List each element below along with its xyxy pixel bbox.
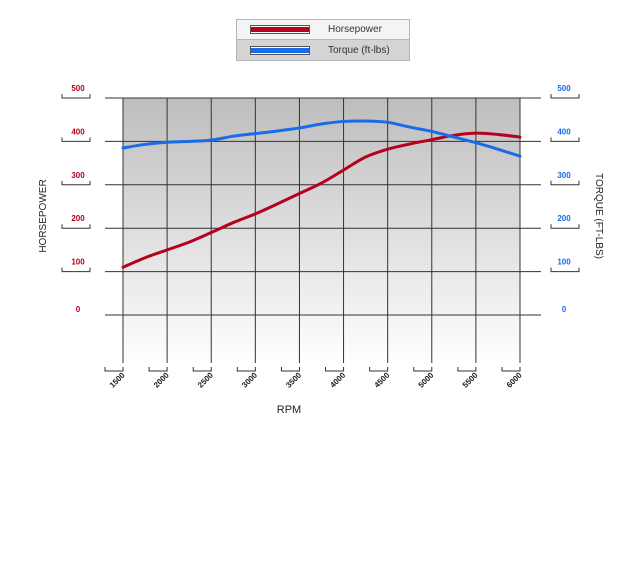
x-tick-bracket	[236, 367, 256, 372]
right-tick-label: 200	[557, 214, 571, 223]
x-tick-label: 5500	[461, 370, 480, 389]
x-tick-bracket	[413, 367, 433, 372]
torque-line	[121, 119, 522, 158]
left-tick-bracket	[61, 94, 91, 99]
left-tick-bracket	[61, 180, 91, 186]
y-axis-label-right: TORQUE (FT-LBS)	[593, 173, 604, 259]
x-tick-label: 4500	[372, 370, 391, 389]
x-tick-bracket	[325, 367, 345, 372]
left-tick-bracket	[61, 224, 91, 229]
right-tick-label: 500	[557, 84, 571, 93]
x-tick-label: 2500	[196, 370, 215, 389]
legend-swatch-bar	[251, 27, 309, 32]
right-tick-bracket	[550, 180, 580, 186]
right-axis-ticks: 0 100 200 300 400 500	[550, 84, 580, 314]
x-tick-bracket	[369, 367, 389, 372]
left-tick-bracket	[61, 137, 91, 142]
left-tick-label: 200	[71, 214, 85, 223]
x-tick-bracket	[280, 367, 300, 372]
left-tick-label: 400	[71, 127, 85, 136]
right-tick-label: 300	[557, 171, 571, 180]
x-tick-label: 3000	[240, 370, 259, 389]
right-tick-bracket	[550, 267, 580, 273]
x-axis-label: RPM	[277, 404, 301, 416]
x-tick-bracket	[192, 367, 212, 372]
x-tick-label: 6000	[505, 370, 524, 389]
x-tick-label: 4000	[328, 370, 347, 389]
right-tick-label: 0	[562, 305, 567, 314]
x-tick-bracket	[457, 367, 477, 372]
horsepower-line	[121, 131, 522, 269]
left-tick-bracket	[61, 267, 91, 273]
legend-swatch-torque	[250, 45, 310, 55]
legend-swatch-bar	[251, 47, 309, 53]
right-tick-bracket	[550, 94, 580, 99]
x-tick-bracket	[104, 367, 124, 372]
legend-label-horsepower: Horsepower	[328, 24, 382, 35]
x-tick-bracket	[501, 367, 521, 372]
right-tick-bracket	[550, 137, 580, 142]
x-tick-label: 1500	[108, 370, 127, 389]
legend-entry-horsepower: Horsepower	[236, 19, 410, 40]
y-axis-label-left: HORSEPOWER	[38, 179, 49, 252]
legend-swatch-horsepower	[250, 25, 310, 34]
left-tick-label: 0	[76, 305, 81, 314]
series-lines	[121, 119, 522, 269]
left-axis-ticks: 0 100 200 300 400 500	[61, 84, 91, 314]
right-tick-bracket	[550, 224, 580, 229]
left-tick-label: 300	[71, 171, 85, 180]
left-tick-label: 100	[71, 258, 85, 267]
x-tick-label: 3500	[284, 370, 303, 389]
right-tick-label: 400	[557, 127, 571, 136]
x-tick-label: 5000	[417, 370, 436, 389]
legend-label-torque: Torque (ft-lbs)	[328, 44, 390, 56]
right-tick-label: 100	[557, 258, 571, 267]
x-axis-ticks: 1500 2000 2500 3000 3500 4000 4500 5000 5500 6000	[104, 367, 524, 390]
x-tick-bracket	[148, 367, 168, 372]
left-tick-label: 500	[71, 84, 85, 93]
legend-entry-torque: Torque (ft-lbs)	[236, 40, 410, 61]
x-tick-label: 2000	[152, 370, 171, 389]
